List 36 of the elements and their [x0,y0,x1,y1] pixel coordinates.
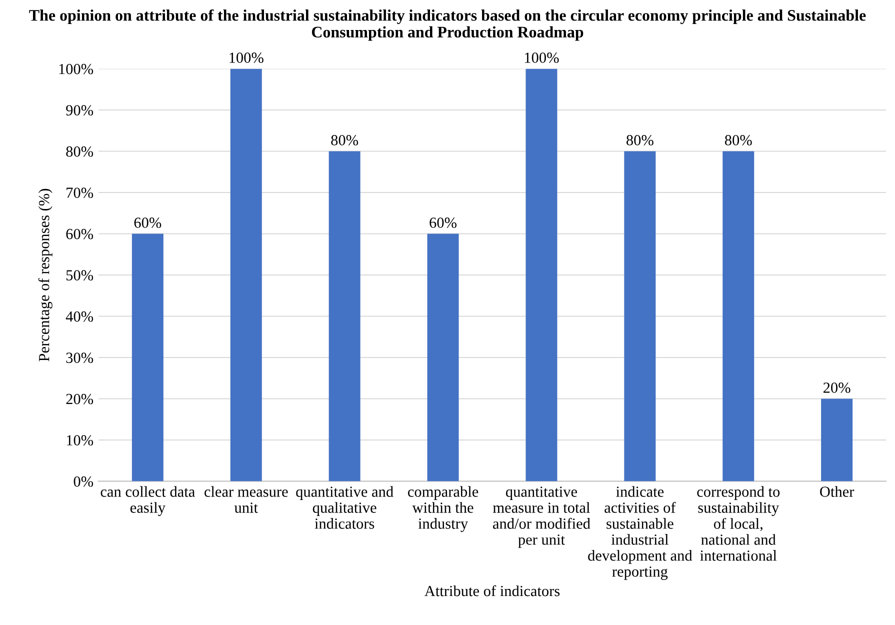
x-tick-label: comparable within the industry [408,486,478,532]
bar [427,234,459,482]
x-axis-title: Attribute of indicators [424,585,560,596]
y-tick-label: 20% [66,394,94,404]
y-axis-title: Percentage of responses (%) [38,188,52,362]
y-tick-label: 40% [66,311,94,322]
y-tick-label: 10% [66,435,94,446]
data-label: 100% [525,52,559,63]
y-tick-label: 70% [66,188,94,198]
y-tick-label: 50% [66,270,94,280]
chart-title: The opinion on attribute of the industrial sustainability indicators based on the circular economy principle and Sustainable Consumption and Production Roadmap [29,9,866,41]
x-tick-label: clear measure unit [204,486,288,513]
y-tick-label: 30% [66,352,94,363]
data-label: 20% [823,382,850,393]
x-tick-label: can collect data easily [100,486,195,516]
bar [230,68,262,482]
y-tick-label: 0% [74,476,94,487]
x-tick-label: quantitative and qualitative indicators [296,486,394,529]
y-tick-label: 60% [66,228,94,240]
y-tick-label: 80% [66,146,94,157]
x-tick-label: correspond to sustainability of local, national and international [697,486,780,561]
data-label: 60% [430,218,457,228]
data-label: 80% [626,135,654,146]
x-tick-label: Other [820,486,854,497]
data-label: 60% [134,218,162,228]
bar [328,151,360,482]
data-label: 80% [724,135,752,146]
data-label: 100% [230,52,264,63]
y-tick-label: 90% [66,105,94,116]
bar [722,151,754,482]
bar [132,234,164,482]
y-tick-label: 100% [59,64,94,74]
bar [526,68,558,482]
bar [821,398,853,482]
data-label: 80% [331,135,358,146]
bar [624,151,656,482]
